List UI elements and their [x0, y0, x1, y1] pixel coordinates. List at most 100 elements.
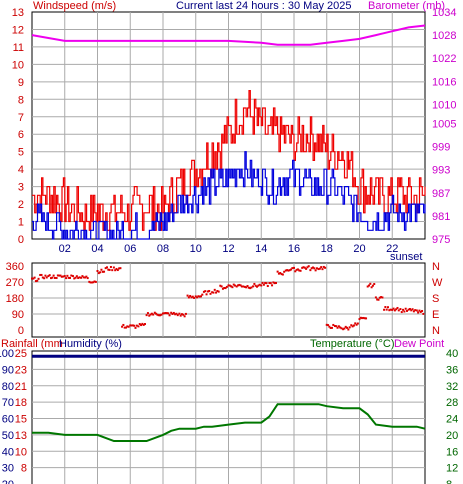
hour-tick-label: 22 [386, 243, 398, 255]
wind-direction-point [211, 291, 214, 294]
windspeed-tick-label: 5 [18, 147, 24, 159]
wind-direction-point [96, 270, 99, 273]
direction-tick-label: 360 [6, 261, 24, 273]
windspeed-tick-label: 11 [13, 42, 24, 54]
wind-direction-point [254, 284, 257, 287]
wind-direction-point [411, 308, 414, 311]
wind-direction-point [59, 274, 62, 277]
barometer-tick-label: 1034 [432, 7, 456, 19]
rainfall-tick-label: 18 [15, 397, 27, 409]
wind-direction-point [89, 281, 92, 284]
wind-direction-point [201, 293, 204, 296]
windspeed-tick-label: 9 [18, 77, 24, 89]
hour-tick-label: 16 [288, 243, 300, 255]
wind-direction-point [347, 328, 350, 331]
windspeed-tick-label: 1 [18, 217, 24, 229]
wind-direction-point [407, 308, 410, 311]
wind-direction-point [265, 282, 268, 285]
wind-direction-point [240, 285, 243, 288]
wind-direction-point [268, 282, 271, 285]
wind-direction-point [299, 269, 302, 272]
wind-direction-point [236, 284, 239, 287]
hour-tick-label: 04 [91, 243, 103, 255]
wind-direction-point [198, 295, 201, 298]
wind-direction-point [129, 324, 132, 327]
compass-tick-label: N [432, 325, 440, 337]
wind-direction-point [344, 325, 347, 328]
wind-direction-point [126, 325, 129, 328]
wind-direction-point [250, 286, 253, 289]
wind-direction-point [86, 277, 89, 280]
wind-direction-point [262, 283, 265, 286]
wind-direction-point [141, 322, 144, 325]
wind-direction-point [239, 284, 242, 287]
wind-direction-point [202, 290, 205, 293]
wind-direction-point [310, 267, 313, 270]
wind-direction-point [108, 268, 111, 271]
wind-direction-point [389, 308, 392, 311]
hour-tick-label: 14 [255, 243, 267, 255]
wind-direction-point [314, 269, 317, 272]
wind-direction-point [103, 270, 106, 273]
wind-direction-point [118, 267, 121, 270]
direction-tick-label: 180 [6, 293, 24, 305]
wind-direction-point [412, 310, 415, 313]
wind-direction-point [322, 265, 325, 268]
wind-direction-point [293, 266, 295, 269]
wind-direction-point [279, 272, 282, 275]
wind-direction-point [75, 275, 78, 278]
rainfall-tick-label: 23 [15, 364, 27, 376]
wind-direction-point [264, 281, 267, 284]
wind-direction-point [149, 313, 152, 316]
wind-direction-point [196, 296, 199, 299]
wind-direction-point [48, 274, 51, 277]
wind-direction-point [276, 270, 279, 273]
hour-tick-label: 20 [353, 243, 365, 255]
wind-direction-point [359, 316, 362, 319]
wind-direction-point [33, 276, 36, 279]
data-marks [31, 24, 426, 442]
wind-direction-point [52, 274, 55, 277]
wind-direction-point [159, 314, 162, 317]
windspeed-tick-label: 8 [18, 94, 24, 106]
direction-tick-label: 0 [18, 325, 24, 337]
wind-direction-point [366, 285, 369, 288]
wind-direction-point [367, 284, 370, 287]
wind-direction-point [174, 313, 177, 316]
wind-direction-point [67, 276, 70, 279]
wind-direction-point [164, 312, 167, 315]
wind-direction-point [235, 285, 238, 288]
wind-direction-point [112, 266, 115, 269]
windspeed-tick-label: 13 [12, 7, 24, 19]
wind-direction-point [209, 292, 212, 295]
wind-direction-point [37, 277, 40, 280]
wind-direction-point [90, 281, 93, 284]
wind-direction-point [273, 282, 276, 285]
wind-direction-point [100, 268, 103, 271]
wind-direction-point [111, 269, 114, 272]
wind-direction-point [77, 277, 80, 280]
wind-direction-point [261, 281, 264, 284]
hour-tick-label: 10 [190, 243, 202, 255]
wind-direction-point [257, 284, 260, 287]
wind-average-series [32, 151, 426, 240]
wind-direction-point [404, 307, 407, 310]
barometer-tick-label: 1016 [432, 76, 456, 88]
wind-direction-point [395, 308, 398, 311]
wind-direction-point [328, 325, 331, 328]
wind-direction-point [280, 273, 283, 276]
wind-direction-point [305, 267, 308, 270]
wind-direction-point [352, 324, 355, 327]
wind-direction-point [36, 279, 39, 282]
wind-direction-point [286, 269, 289, 272]
wind-direction-point [377, 298, 380, 301]
wind-direction-point [142, 323, 145, 326]
temperature-series [32, 403, 426, 442]
barometer-tick-label: 999 [432, 142, 450, 154]
wind-direction-point [228, 284, 231, 287]
wind-direction-point [193, 296, 196, 299]
wind-direction-point [252, 285, 255, 288]
wind-direction-point [354, 322, 357, 325]
wind-direction-point [301, 266, 304, 269]
wind-direction-point [43, 277, 46, 280]
